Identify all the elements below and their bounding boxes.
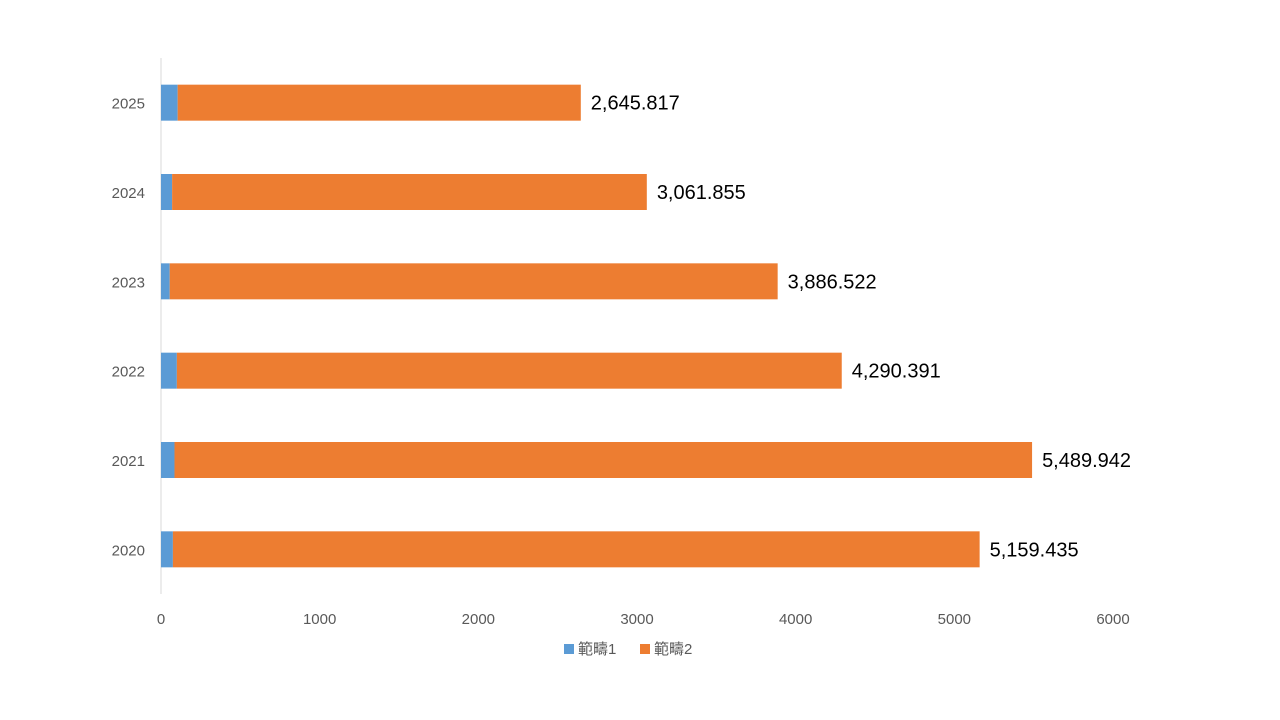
bar-2023-series-2 (169, 263, 778, 300)
x-tick-label-1000: 1000 (303, 611, 336, 628)
legend: 範疇1 範疇2 (564, 640, 692, 658)
bar-2021-series-1 (161, 442, 175, 478)
bar-2020-series-2 (172, 531, 980, 568)
bars-group (161, 84, 1033, 568)
y-tick-label-2023: 2023 (112, 274, 145, 291)
y-tick-label-2025: 2025 (112, 96, 145, 113)
data-label-2025: 2,645.817 (591, 93, 680, 115)
bar-2025-series-2 (177, 84, 581, 121)
data-labels-group: 5,159.435 5,489.942 4,290.391 3,886.522 3,06… (591, 93, 1131, 562)
x-tick-label-4000: 4000 (779, 611, 812, 628)
bar-2023-series-1 (161, 263, 170, 300)
x-tick-label-2000: 2000 (462, 611, 495, 628)
x-tick-label-6000: 6000 (1096, 611, 1129, 628)
data-label-2020: 5,159.435 (990, 539, 1079, 561)
y-axis-ticks: 2020 2021 2022 2023 2024 2025 (112, 96, 145, 560)
bar-2022-series-1 (161, 352, 177, 389)
bar-2024-series-1 (161, 174, 173, 210)
y-tick-label-2021: 2021 (112, 453, 145, 470)
data-label-2024: 3,061.855 (657, 182, 746, 204)
legend-label-series-2: 範疇2 (654, 640, 692, 658)
legend-swatch-series-1 (564, 644, 574, 654)
y-tick-label-2022: 2022 (112, 364, 145, 381)
legend-label-series-1: 範疇1 (578, 640, 616, 658)
x-axis-ticks: 0 1000 2000 3000 4000 5000 6000 (157, 611, 1130, 628)
data-label-2023: 3,886.522 (788, 271, 877, 293)
legend-swatch-series-2 (640, 644, 650, 654)
x-tick-label-5000: 5000 (938, 611, 971, 628)
bar-2021-series-2 (174, 442, 1033, 478)
bar-2025-series-1 (161, 84, 178, 121)
bar-2024-series-2 (172, 174, 647, 210)
data-label-2022: 4,290.391 (852, 361, 941, 383)
y-tick-label-2020: 2020 (112, 542, 145, 559)
x-tick-label-3000: 3000 (620, 611, 653, 628)
data-label-2021: 5,489.942 (1042, 450, 1131, 472)
x-tick-label-0: 0 (157, 611, 165, 628)
bar-2022-series-2 (176, 352, 842, 389)
bar-2020-series-1 (161, 531, 173, 568)
y-tick-label-2024: 2024 (112, 185, 145, 202)
